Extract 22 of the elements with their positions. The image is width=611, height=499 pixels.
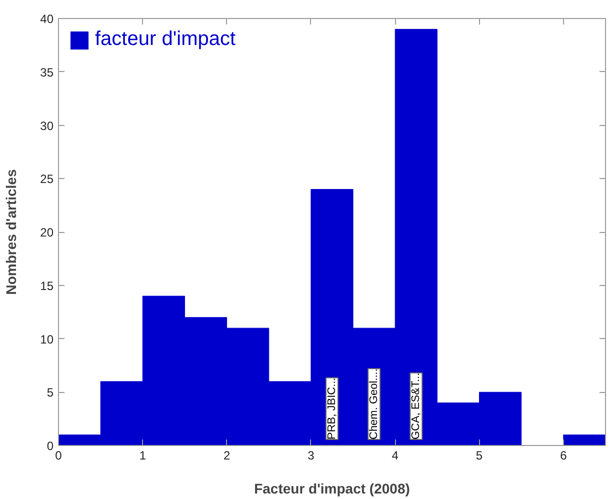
y-tick-label: 30 <box>40 118 54 133</box>
x-tick-label: 1 <box>139 448 146 462</box>
y-tick-label: 0 <box>46 439 54 453</box>
y-tick-label: 40 <box>40 12 54 26</box>
y-tick-label: 20 <box>40 226 54 240</box>
x-axis-title: Facteur d'impact (2008) <box>254 480 410 496</box>
x-tick-label: 6 <box>560 448 568 462</box>
y-tick-label: 35 <box>40 65 54 80</box>
legend-label: facteur d'impact <box>95 28 236 51</box>
x-tick-label: 2 <box>223 448 230 462</box>
annotation: PRB, JBIC... <box>326 378 338 440</box>
y-axis-title: Nombres d'articles <box>3 169 20 295</box>
y-tick-label: 10 <box>40 332 54 346</box>
x-tick-label: 0 <box>55 448 62 462</box>
x-tick-label: 4 <box>392 448 399 462</box>
annotation: Chem. Geol.... <box>368 368 380 440</box>
x-tick-label: 3 <box>308 448 315 462</box>
x-tick-label: 5 <box>476 448 483 462</box>
annotation: GCA, ES&T... <box>410 372 422 440</box>
y-tick-label: 25 <box>40 172 54 186</box>
y-tick-label: 5 <box>46 386 54 400</box>
y-tick-label: 15 <box>40 278 54 293</box>
